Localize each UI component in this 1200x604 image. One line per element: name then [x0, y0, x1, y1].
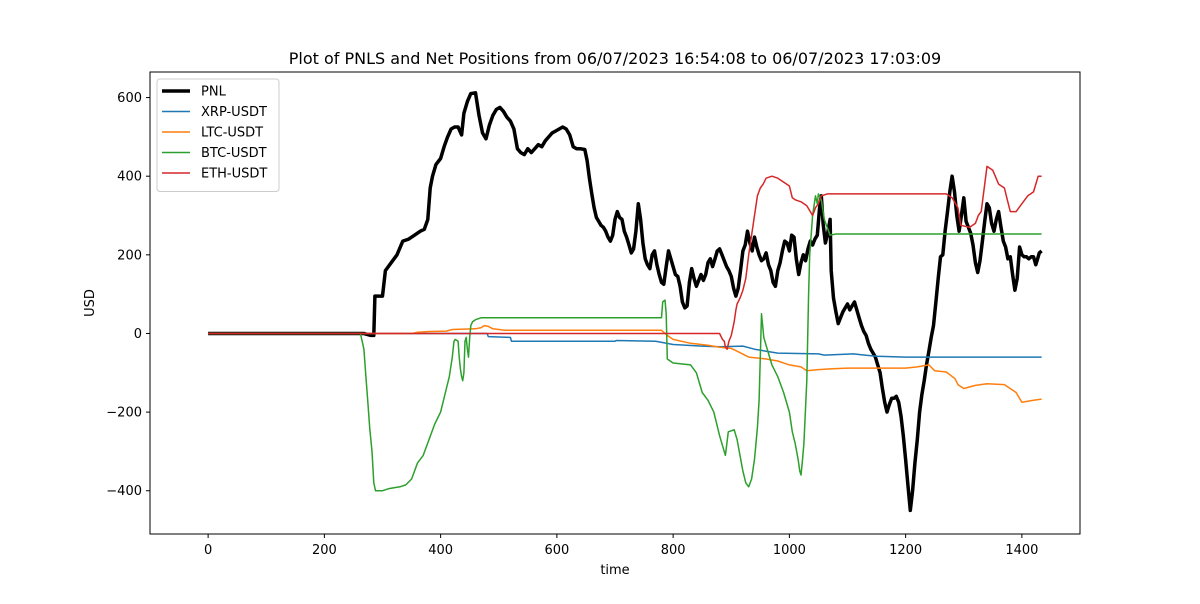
series-line-2	[208, 324, 1042, 404]
plot-area-frame	[149, 71, 1081, 535]
legend-label: BTC-USDT	[201, 146, 267, 161]
y-tick-label: 0	[134, 327, 142, 342]
series-line-1	[208, 332, 1042, 358]
x-axis: 0 200 400 600 800 1000 1200 1400	[204, 534, 1038, 558]
x-tick-label: 0	[204, 543, 212, 558]
chart-title: Plot of PNLS and Net Positions from 06/0…	[289, 49, 941, 68]
legend-label: XRP-USDT	[201, 105, 267, 120]
legend-box	[156, 78, 280, 192]
series-layer	[208, 91, 1043, 513]
y-tick-label: −200	[106, 406, 142, 421]
y-axis: −400 −200 0 200 400 600	[106, 91, 150, 499]
x-tick-label: 1000	[773, 543, 806, 558]
x-tick-label: 800	[661, 543, 686, 558]
legend-label: LTC-USDT	[201, 126, 263, 141]
y-tick-label: −400	[106, 484, 142, 499]
y-tick-label: 200	[117, 248, 142, 263]
y-tick-label: 400	[117, 170, 142, 185]
legend: PNL XRP-USDT LTC-USDT BTC-USDT ETH-USDT	[156, 78, 280, 192]
series-line-4	[208, 165, 1042, 350]
legend-label: ETH-USDT	[201, 167, 267, 182]
y-tick-label: 600	[117, 91, 142, 106]
legend-label: PNL	[201, 85, 227, 100]
x-tick-label: 1400	[1005, 543, 1038, 558]
series-line-0	[208, 91, 1043, 513]
y-axis-label: USD	[83, 289, 98, 317]
x-tick-label: 400	[428, 543, 453, 558]
x-tick-label: 600	[544, 543, 569, 558]
series-line-3	[208, 193, 1042, 492]
x-tick-label: 1200	[889, 543, 922, 558]
x-tick-label: 200	[312, 543, 337, 558]
x-axis-label: time	[600, 563, 629, 578]
